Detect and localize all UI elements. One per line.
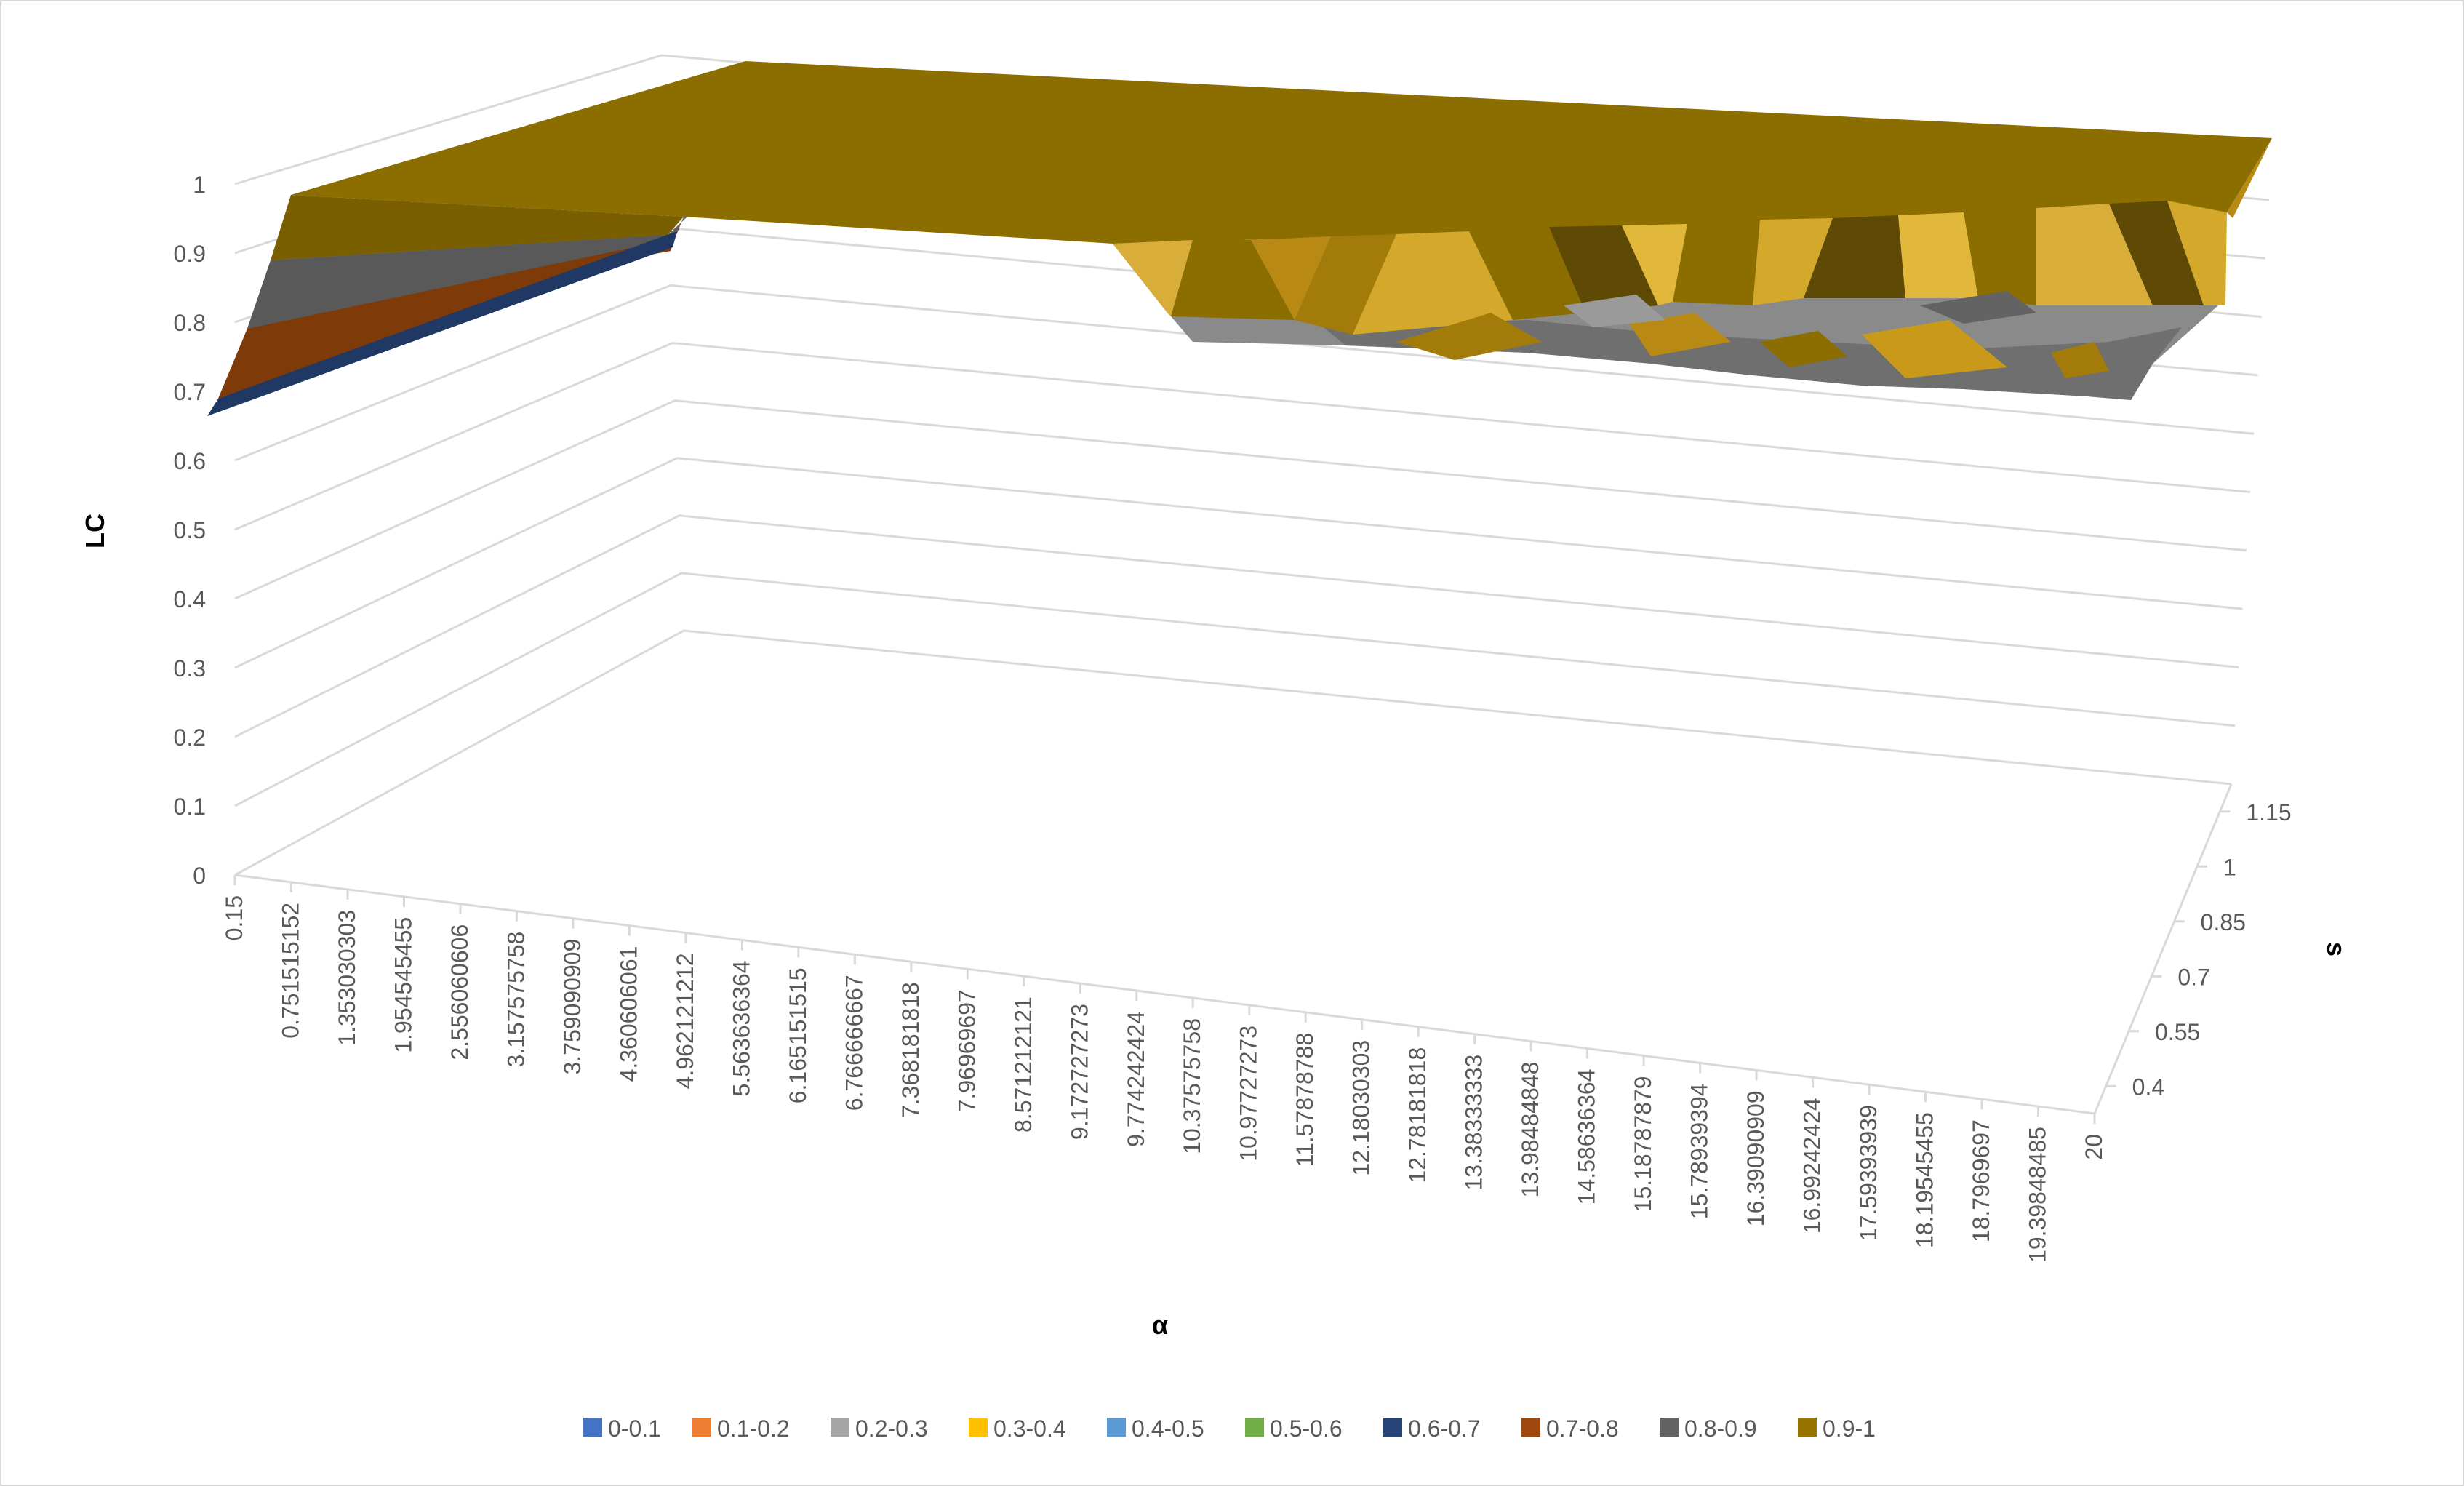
z-tick-label: 0.2 <box>174 724 206 751</box>
x-tick-label: 8.571212121 <box>1010 996 1036 1133</box>
legend-swatch <box>583 1418 602 1437</box>
z-tick-label: 0 <box>193 863 206 889</box>
x-tick-label: 18.19545455 <box>1912 1112 1938 1248</box>
x-tick-label: 20 <box>2081 1134 2107 1160</box>
legend-label: 0.4-0.5 <box>1132 1415 1204 1442</box>
y-tick-label: 0.7 <box>2177 964 2209 990</box>
x-tick-label: 7.96969697 <box>953 989 980 1112</box>
legend-label: 0.6-0.7 <box>1408 1415 1481 1442</box>
x-tick-label: 10.97727273 <box>1236 1026 1262 1162</box>
z-tick-label: 0.3 <box>174 655 206 682</box>
x-tick-label: 17.59393939 <box>1855 1105 1881 1241</box>
surface-cliff-gray-2 <box>247 234 676 329</box>
x-tick-label: 0.751515152 <box>277 903 303 1039</box>
z-tick-label: 0.7 <box>174 379 206 405</box>
x-tick-label: 15.18787879 <box>1630 1076 1656 1212</box>
x-tick-label: 10.37575758 <box>1179 1018 1205 1154</box>
surface-dip-region <box>1113 138 2272 400</box>
x-tick-label: 4.360606061 <box>615 946 641 1082</box>
x-tick-label: 16.39090909 <box>1743 1090 1769 1226</box>
legend-swatch <box>1660 1418 1679 1437</box>
x-tick-label: 11.57878788 <box>1292 1033 1318 1167</box>
gridline-z <box>234 572 2236 807</box>
z-axis-title: LC <box>80 514 110 548</box>
legend-label: 0.3-0.4 <box>993 1415 1066 1442</box>
legend-swatch <box>1798 1418 1817 1437</box>
x-axis-line <box>234 874 2095 1115</box>
y-axis-title: s <box>2321 942 2351 956</box>
y-tick-label: 0.4 <box>2132 1074 2164 1100</box>
y-tick-label: 0.55 <box>2155 1019 2200 1045</box>
legend-label: 0.2-0.3 <box>855 1415 928 1442</box>
x-tick-label: 18.7969697 <box>1968 1119 1994 1242</box>
z-tick-label: 0.9 <box>174 241 206 267</box>
x-tick-label: 4.962121212 <box>672 954 698 1090</box>
legend: 0-0.1 0.1-0.2 0.2-0.3 0.3-0.4 0.4-0.5 0.5-0.6… <box>583 1415 1876 1442</box>
x-tick-label: 2.556060606 <box>447 924 473 1060</box>
legend-swatch <box>1521 1418 1540 1437</box>
x-tick-label: 6.766666667 <box>841 975 867 1111</box>
legend-swatch <box>1245 1418 1264 1437</box>
x-tick-label: 13.38333333 <box>1461 1055 1487 1191</box>
x-tick-label: 3.759090909 <box>559 939 585 1075</box>
x-axis-title: α <box>1152 1310 1168 1340</box>
legend-label: 0.9-1 <box>1823 1415 1876 1442</box>
x-tick-label: 9.172727273 <box>1066 1004 1092 1140</box>
x-tick-label: 14.58636364 <box>1574 1069 1600 1205</box>
surface-plateau <box>291 61 2272 244</box>
z-tick-label: 0.4 <box>174 586 206 612</box>
gridline-z <box>234 399 2247 600</box>
legend-swatch <box>831 1418 849 1437</box>
z-axis-ticks: 0 0.1 0.2 0.3 0.4 0.5 0.6 0.7 0.8 0.9 1 <box>174 172 206 889</box>
z-tick-label: 1 <box>193 172 206 198</box>
x-tick-label: 13.98484848 <box>1517 1062 1543 1198</box>
y-axis-line <box>2093 783 2233 1114</box>
x-tick-label: 5.563636364 <box>728 960 754 1096</box>
x-tick-label: 6.165151515 <box>785 967 811 1103</box>
x-axis-ticks: 0.15 0.751515152 1.353030303 1.954545455 2.5… <box>221 875 2107 1263</box>
x-tick-label: 12.18030303 <box>1348 1040 1375 1176</box>
z-tick-label: 0.1 <box>174 794 206 820</box>
y-tick-label: 1.15 <box>2246 799 2291 826</box>
gridline-z <box>234 514 2239 738</box>
z-tick-label: 0.8 <box>174 310 206 336</box>
gridline-z <box>234 284 2255 462</box>
x-tick-label: 7.368181818 <box>897 982 924 1118</box>
axes <box>234 783 2233 1115</box>
surface-cliff-navy <box>207 231 677 416</box>
gridline-z <box>234 457 2243 669</box>
y-tick-label: 0.85 <box>2201 909 2246 935</box>
x-tick-label: 0.15 <box>221 895 247 940</box>
x-tick-label: 19.39848485 <box>2025 1127 2051 1263</box>
y-axis-ticks: 0.4 0.55 0.7 0.85 1 1.15 <box>2105 799 2292 1100</box>
y-tick-label: 1 <box>2223 854 2236 880</box>
legend-swatch <box>1383 1418 1402 1437</box>
legend-swatch <box>692 1418 711 1437</box>
x-tick-label: 15.78939394 <box>1687 1083 1713 1219</box>
x-tick-label: 1.353030303 <box>334 910 360 1046</box>
x-tick-label: 12.78181818 <box>1404 1047 1431 1183</box>
surface-cliff-gold <box>271 195 684 260</box>
legend-label: 0-0.1 <box>608 1415 661 1442</box>
z-tick-label: 0.6 <box>174 448 206 474</box>
legend-swatch <box>1107 1418 1126 1437</box>
legend-label: 0.7-0.8 <box>1546 1415 1619 1442</box>
gridline-z <box>234 629 2232 876</box>
legend-label: 0.1-0.2 <box>717 1415 790 1442</box>
surface <box>207 61 2272 416</box>
z-tick-label: 0.5 <box>174 517 206 543</box>
legend-label: 0.5-0.6 <box>1270 1415 1343 1442</box>
x-tick-label: 3.157575758 <box>503 932 529 1068</box>
legend-label: 0.8-0.9 <box>1684 1415 1757 1442</box>
gridline-z <box>234 341 2251 531</box>
x-tick-label: 9.774242424 <box>1123 1011 1149 1147</box>
x-tick-label: 16.99242424 <box>1799 1098 1825 1234</box>
legend-swatch <box>969 1418 988 1437</box>
x-tick-label: 1.954545455 <box>390 917 416 1053</box>
